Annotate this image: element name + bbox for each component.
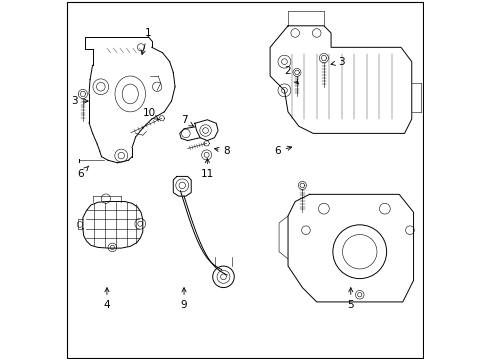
Text: 3: 3 xyxy=(72,96,88,106)
Text: 1: 1 xyxy=(141,28,151,54)
Text: 4: 4 xyxy=(103,288,110,310)
Text: 7: 7 xyxy=(181,116,194,126)
Text: 11: 11 xyxy=(201,159,214,179)
Text: 9: 9 xyxy=(181,288,187,310)
Text: 3: 3 xyxy=(331,57,345,67)
Text: 6: 6 xyxy=(274,146,292,156)
Text: 5: 5 xyxy=(347,288,354,310)
Text: 8: 8 xyxy=(215,146,230,156)
Text: 6: 6 xyxy=(77,166,89,179)
Text: 10: 10 xyxy=(142,108,158,120)
Text: 2: 2 xyxy=(285,66,298,84)
